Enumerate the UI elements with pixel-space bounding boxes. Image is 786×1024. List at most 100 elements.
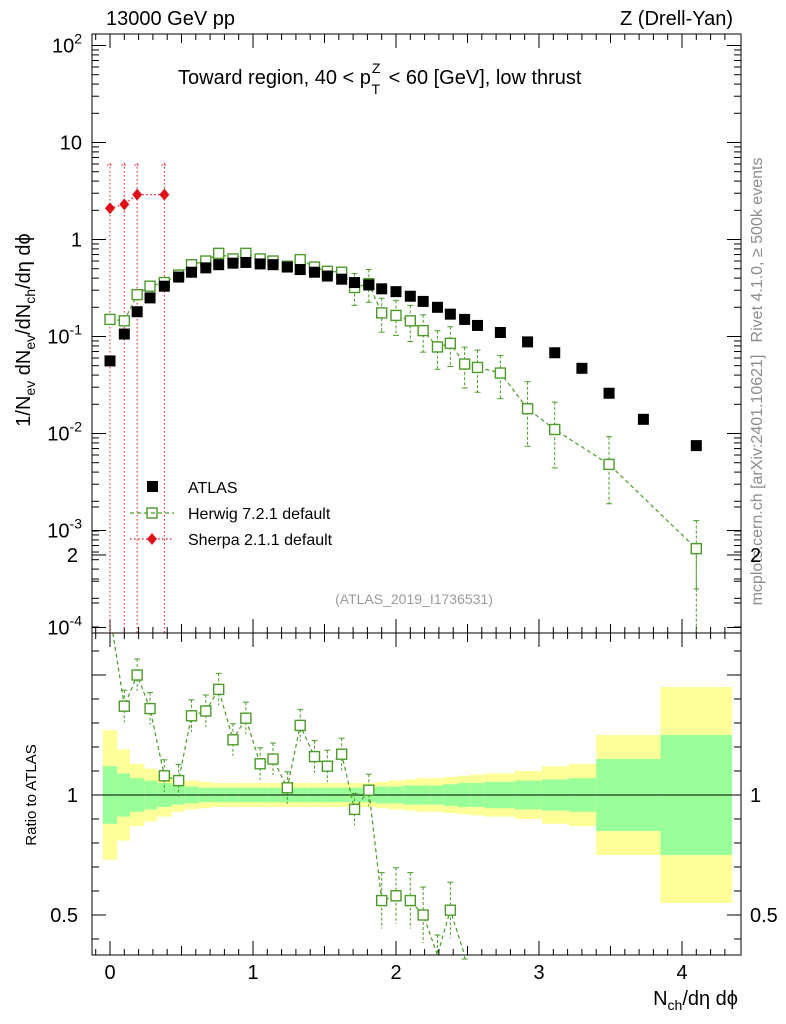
ratio-herwig-point	[444, 904, 457, 916]
ratio-herwig-point	[348, 803, 361, 816]
ratio-herwig-point	[118, 700, 131, 712]
y-tick-label: 10-2	[47, 419, 82, 446]
atlas-point	[549, 347, 561, 359]
ratio-herwig-point	[417, 909, 429, 921]
ratio-herwig-series	[112, 632, 468, 960]
atlas-point	[404, 290, 416, 302]
herwig-point	[104, 313, 116, 326]
legend: ATLAS Herwig 7.2.1 default Sherpa 2.1.1 …	[130, 480, 333, 549]
atlas-point	[637, 413, 649, 425]
ratio-herwig-point	[294, 719, 306, 732]
ratio-herwig-point	[212, 683, 225, 696]
herwig-point	[240, 247, 252, 260]
atlas-point	[576, 362, 588, 374]
herwig-point	[376, 307, 388, 319]
ratio-herwig-point	[267, 753, 279, 765]
herwig-point	[494, 367, 507, 379]
legend-atlas-marker	[147, 481, 158, 492]
ratio-panel: 0.5 0.5 1 1 2 2 0 1 2 3 4 Ratio to ATLAS Nch/dη d…	[23, 506, 778, 1013]
herwig-point	[212, 247, 225, 260]
herwig-point	[404, 315, 416, 327]
ratio-y-tick-label-right: 2	[750, 545, 761, 567]
ratio-y-tick-label: 1	[67, 785, 78, 807]
sherpa-point	[119, 198, 130, 211]
y-tick-label: 102	[52, 31, 82, 58]
atlas-point	[431, 301, 443, 313]
atlas-point	[522, 336, 534, 348]
atlas-point	[376, 283, 388, 295]
sherpa-point	[132, 188, 143, 201]
ratio-herwig-point	[185, 710, 198, 722]
ratio-herwig-point	[404, 894, 416, 907]
atlas-point	[158, 280, 170, 292]
atlas-point	[267, 259, 279, 271]
ratio-y-tick-labels: 0.5 0.5 1 1 2 2	[50, 545, 778, 927]
ratio-y-tick-label-right: 0.5	[750, 905, 778, 927]
ratio-herwig-point	[281, 782, 294, 794]
atlas-point	[104, 355, 116, 367]
header-left: 13000 GeV pp	[106, 8, 235, 30]
main-panel: 102 10 1 10-1 10-2 10-3 10-4 Toward region, 40…	[13, 31, 742, 640]
atlas-point	[281, 261, 293, 273]
atlas-point	[390, 286, 402, 298]
legend-sherpa-marker	[147, 533, 157, 545]
ratio-y-tick-label: 2	[67, 545, 78, 567]
atlas-point	[227, 257, 239, 269]
legend-atlas-label: ATLAS	[188, 480, 238, 497]
y-tick-label: 10	[60, 133, 82, 155]
ratio-herwig-point	[308, 750, 321, 763]
ratio-herwig-point	[200, 705, 212, 717]
herwig-point	[144, 280, 156, 292]
ratio-y-tick-label: 0.5	[50, 905, 78, 927]
ratio-herwig-point	[144, 702, 156, 715]
herwig-point	[471, 361, 484, 374]
atlas-point	[349, 277, 361, 289]
main-y-axis-label: 1/Nev dNev/dNch/dη dϕ	[13, 233, 38, 426]
atlas-point	[690, 440, 702, 452]
herwig-point	[521, 403, 534, 415]
plot-title: Toward region, 40 < pZ T < 60 [GeV], low …	[178, 60, 582, 97]
ratio-herwig-point	[158, 770, 171, 782]
ratio-herwig-point	[227, 734, 239, 746]
atlas-point	[186, 266, 198, 278]
sherpa-point	[159, 188, 170, 201]
x-tick-label: 2	[390, 962, 401, 984]
herwig-point	[603, 458, 615, 471]
mcplots-label: mcplots.cern.ch [arXiv:2401.10621]	[749, 355, 766, 606]
atlas-point	[494, 326, 506, 338]
atlas-point	[294, 264, 306, 276]
atlas-point	[363, 279, 375, 291]
herwig-point	[458, 358, 471, 370]
sherpa-line	[109, 194, 165, 209]
herwig-point	[294, 253, 306, 266]
herwig-point	[690, 542, 702, 555]
atlas-point	[213, 259, 225, 271]
atlas-point	[240, 256, 252, 268]
ratio-herwig-point	[335, 748, 348, 760]
herwig-point	[390, 309, 402, 322]
atlas-point	[131, 306, 143, 318]
ratio-y-ticks	[92, 506, 741, 940]
x-tick-label: 0	[104, 962, 115, 984]
legend-sherpa-label: Sherpa 2.1.1 default	[188, 532, 333, 549]
ratio-herwig-point	[376, 894, 388, 907]
legend-herwig-marker	[146, 507, 158, 519]
herwig-point	[444, 337, 457, 350]
main-y-tick-labels: 102 10 1 10-1 10-2 10-3 10-4	[47, 31, 82, 640]
atlas-point	[254, 258, 266, 270]
sherpa-point	[105, 202, 115, 215]
analysis-id: (ATLAS_2019_I1736531)	[335, 591, 493, 607]
atlas-point	[603, 387, 615, 399]
legend-herwig-label: Herwig 7.2.1 default	[188, 506, 331, 523]
atlas-point	[200, 262, 212, 274]
herwig-point	[549, 423, 561, 436]
x-tick-label: 4	[676, 962, 687, 984]
atlas-point	[417, 295, 429, 307]
ratio-herwig-point	[254, 758, 266, 770]
atlas-point	[118, 328, 130, 340]
sherpa-series	[105, 163, 170, 633]
atlas-point	[321, 270, 333, 282]
rivet-label: Rivet 4.1.0, ≥ 500k events	[749, 158, 766, 343]
atlas-point	[173, 271, 185, 283]
